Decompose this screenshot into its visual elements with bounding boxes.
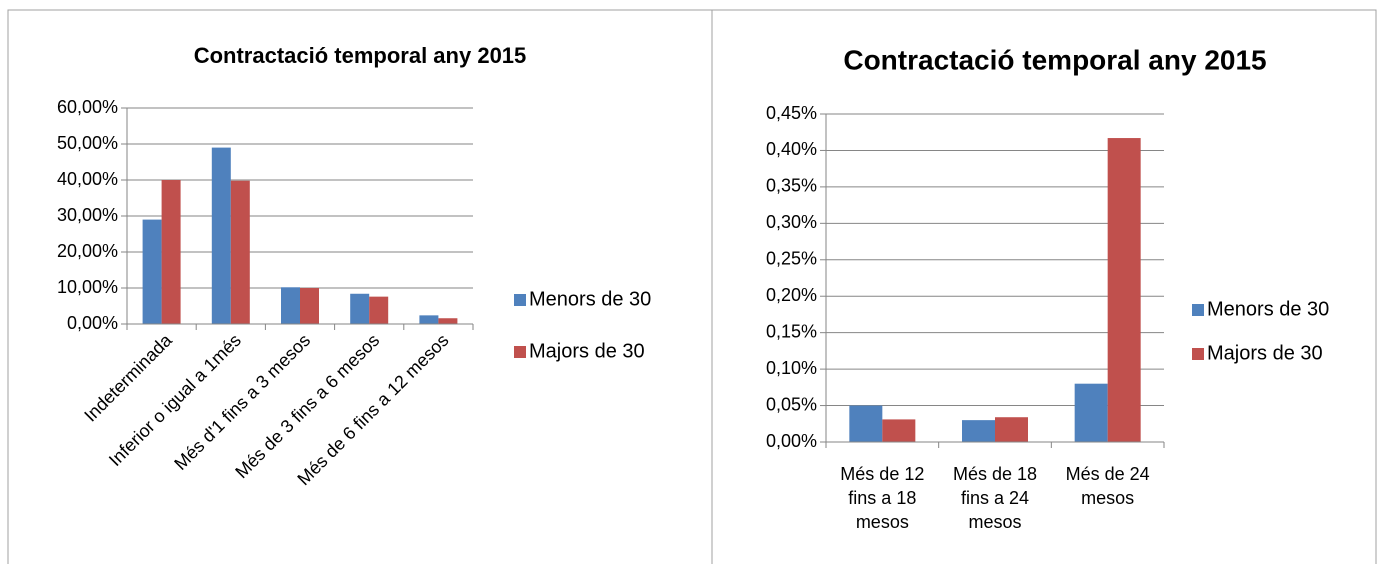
y-tick-label: 0,30%: [766, 212, 817, 232]
bar: [1107, 138, 1141, 442]
x-tick-label: Més de 18 fins a 24 mesos: [952, 464, 1038, 532]
y-tick-label: 0,10%: [766, 358, 817, 378]
y-tick-label: 0,20%: [766, 285, 817, 305]
legend-label: Menors de 30: [1207, 298, 1329, 320]
x-tick-label: Més de 12 fins a 18 mesos: [840, 464, 925, 532]
y-tick-label: 20,00%: [57, 241, 118, 261]
bar: [962, 420, 995, 442]
y-tick-label: 0,15%: [766, 321, 817, 341]
y-tick-label: 0,45%: [766, 103, 817, 123]
x-tick-label: Més d'1 fins a 3 mesos: [170, 330, 314, 474]
y-tick-label: 0,25%: [766, 249, 817, 269]
y-tick-label: 0,35%: [766, 176, 817, 196]
bar: [995, 417, 1028, 442]
chart-title: Contractació temporal any 2015: [194, 43, 527, 68]
x-tick-label: Més de 3 fins a 6 mesos: [231, 330, 383, 482]
chart-frame: [711, 9, 1377, 564]
y-tick-label: 0,05%: [766, 394, 817, 414]
legend-label: Majors de 30: [529, 340, 645, 362]
y-tick-label: 40,00%: [57, 169, 118, 189]
bar: [211, 147, 231, 324]
legend-swatch: [1192, 348, 1204, 360]
y-tick-label: 50,00%: [57, 133, 118, 153]
chart-title: Contractació temporal any 2015: [843, 44, 1266, 75]
legend-label: Menors de 30: [529, 288, 651, 310]
legend-swatch: [514, 294, 526, 306]
bar: [281, 287, 300, 324]
bar: [142, 219, 162, 324]
y-tick-label: 0,00%: [67, 313, 118, 333]
bar: [350, 293, 370, 324]
y-tick-label: 60,00%: [57, 97, 118, 117]
bar: [419, 315, 439, 324]
y-tick-label: 0,00%: [766, 431, 817, 451]
y-tick-label: 30,00%: [57, 205, 118, 225]
y-tick-label: 0,40%: [766, 139, 817, 159]
legend-label: Majors de 30: [1207, 342, 1323, 364]
y-tick-label: 10,00%: [57, 277, 118, 297]
bar: [438, 318, 458, 324]
bar: [300, 288, 319, 324]
bar: [882, 419, 916, 442]
bar: [849, 405, 883, 442]
x-tick-label: Inferior o igual a 1més: [105, 330, 245, 470]
bar: [1074, 383, 1108, 442]
bar: [230, 180, 250, 324]
x-tick-label: Més de 24 mesos: [1065, 464, 1150, 508]
bar: [369, 296, 389, 324]
legend-swatch: [514, 346, 526, 358]
legend-swatch: [1192, 304, 1204, 316]
bar: [161, 180, 181, 324]
